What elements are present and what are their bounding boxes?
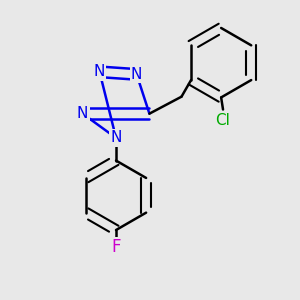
- Text: N: N: [77, 106, 88, 121]
- Text: F: F: [111, 238, 121, 256]
- Text: N: N: [110, 130, 122, 146]
- Text: Cl: Cl: [216, 113, 230, 128]
- Text: N: N: [94, 64, 105, 79]
- Text: N: N: [131, 67, 142, 82]
